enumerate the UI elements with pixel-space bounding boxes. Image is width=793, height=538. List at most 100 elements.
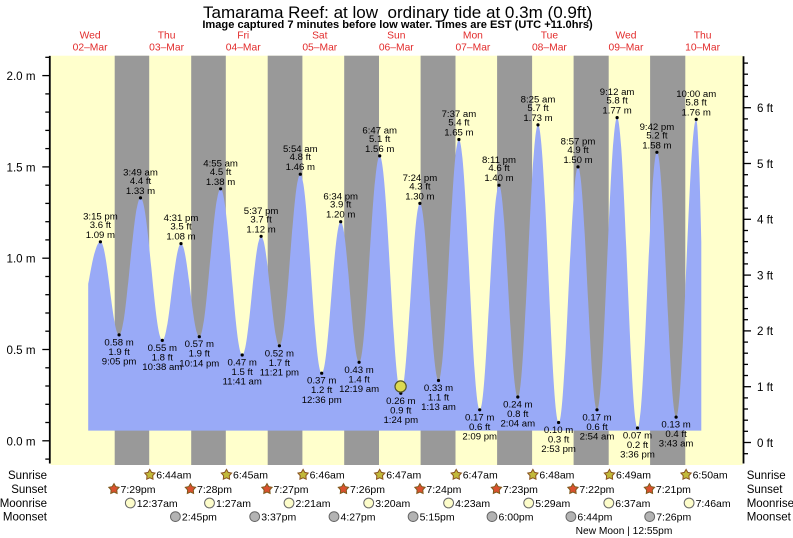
svg-text:3:15 pm: 3:15 pm [83, 211, 118, 222]
svg-text:6:50am: 6:50am [693, 470, 728, 482]
svg-text:7:24pm: 7:24pm [426, 484, 461, 496]
svg-text:0.17 m: 0.17 m [465, 412, 494, 423]
svg-text:1.30 m: 1.30 m [405, 191, 434, 202]
svg-text:2:09 pm: 2:09 pm [462, 431, 497, 442]
svg-text:7:21pm: 7:21pm [656, 484, 691, 496]
svg-text:1.0 m: 1.0 m [7, 253, 36, 266]
svg-text:12:19 am: 12:19 am [339, 384, 379, 395]
svg-text:0.24 m: 0.24 m [503, 400, 532, 411]
svg-text:1.5 m: 1.5 m [7, 161, 36, 174]
svg-text:4.6 ft: 4.6 ft [488, 163, 510, 174]
svg-text:3:43 am: 3:43 am [659, 439, 694, 450]
svg-text:1:27am: 1:27am [216, 498, 251, 510]
svg-text:1.38 m: 1.38 m [206, 177, 235, 188]
svg-text:2:54 am: 2:54 am [580, 431, 615, 442]
svg-text:4 ft: 4 ft [757, 214, 774, 227]
svg-text:1.46 m: 1.46 m [286, 162, 315, 173]
svg-text:0.13 m: 0.13 m [661, 420, 690, 431]
svg-text:6:47 am: 6:47 am [362, 126, 397, 137]
svg-text:Sun: Sun [387, 31, 406, 42]
svg-text:4.8 ft: 4.8 ft [290, 152, 312, 163]
svg-text:10:38 am: 10:38 am [142, 362, 182, 373]
svg-text:5.8 ft: 5.8 ft [686, 97, 708, 108]
svg-text:0.58 m: 0.58 m [104, 337, 133, 348]
svg-text:0.33 m: 0.33 m [424, 383, 453, 394]
svg-text:Moonset: Moonset [747, 512, 792, 524]
svg-text:10:14 pm: 10:14 pm [179, 358, 219, 369]
svg-text:0.2 ft: 0.2 ft [627, 440, 649, 451]
svg-text:0.17 m: 0.17 m [582, 412, 611, 423]
svg-text:09–Mar: 09–Mar [609, 42, 644, 53]
svg-text:1.58 m: 1.58 m [642, 140, 671, 151]
svg-text:10:00 am: 10:00 am [676, 89, 716, 100]
svg-text:Moonset: Moonset [3, 512, 48, 524]
svg-text:1.12 m: 1.12 m [246, 224, 275, 235]
svg-text:5:54 am: 5:54 am [283, 144, 318, 155]
svg-text:02–Mar: 02–Mar [73, 42, 108, 53]
svg-text:5 ft: 5 ft [757, 158, 774, 171]
svg-text:1.33 m: 1.33 m [126, 186, 155, 197]
svg-text:06–Mar: 06–Mar [379, 42, 414, 53]
svg-text:Moonrise: Moonrise [747, 498, 793, 510]
svg-text:6:49am: 6:49am [616, 470, 651, 482]
svg-text:1.77 m: 1.77 m [602, 106, 631, 117]
svg-text:0.55 m: 0.55 m [148, 343, 177, 354]
svg-text:0.07 m: 0.07 m [623, 431, 652, 442]
svg-text:5:29am: 5:29am [535, 498, 570, 510]
svg-text:Fri: Fri [237, 31, 249, 42]
svg-text:12:37am: 12:37am [137, 498, 178, 510]
svg-text:0.3 ft: 0.3 ft [548, 435, 570, 446]
svg-text:4:23am: 4:23am [455, 498, 490, 510]
svg-text:9:05 pm: 9:05 pm [102, 357, 137, 368]
svg-text:3.6 ft: 3.6 ft [90, 220, 112, 231]
svg-text:10–Mar: 10–Mar [685, 42, 720, 53]
svg-text:5.2 ft: 5.2 ft [646, 130, 668, 141]
svg-text:3.5 ft: 3.5 ft [170, 222, 192, 233]
svg-text:1.09 m: 1.09 m [86, 230, 115, 241]
svg-text:1.73 m: 1.73 m [523, 113, 552, 124]
svg-text:1.4 ft: 1.4 ft [348, 374, 370, 385]
svg-text:0.6 ft: 0.6 ft [586, 422, 608, 433]
svg-text:4.5 ft: 4.5 ft [210, 167, 232, 178]
svg-text:5.1 ft: 5.1 ft [369, 134, 391, 145]
svg-text:0.6 ft: 0.6 ft [469, 422, 491, 433]
svg-text:7:26pm: 7:26pm [656, 511, 691, 523]
svg-text:3.7 ft: 3.7 ft [250, 214, 272, 225]
svg-text:Mon: Mon [463, 31, 483, 42]
svg-text:1.20 m: 1.20 m [326, 210, 355, 221]
svg-text:5:37 pm: 5:37 pm [244, 206, 279, 217]
svg-text:0.4 ft: 0.4 ft [665, 429, 687, 440]
svg-text:05–Mar: 05–Mar [302, 42, 337, 53]
svg-text:1.7 ft: 1.7 ft [269, 358, 291, 369]
svg-text:1.2 ft: 1.2 ft [311, 385, 333, 396]
svg-text:1.08 m: 1.08 m [166, 232, 195, 243]
svg-text:4:55 am: 4:55 am [203, 158, 238, 169]
svg-text:0.9 ft: 0.9 ft [390, 405, 412, 416]
svg-text:0.47 m: 0.47 m [228, 358, 257, 369]
svg-text:2:45pm: 2:45pm [182, 511, 217, 523]
svg-text:0.5 m: 0.5 m [7, 344, 36, 357]
svg-text:1.65 m: 1.65 m [444, 128, 473, 139]
svg-text:4:31 pm: 4:31 pm [164, 213, 199, 224]
svg-text:0.52 m: 0.52 m [265, 348, 294, 359]
svg-text:1.5 ft: 1.5 ft [232, 367, 254, 378]
svg-text:Sunset: Sunset [11, 484, 48, 496]
svg-text:6:46am: 6:46am [310, 470, 345, 482]
svg-text:Tue: Tue [541, 31, 559, 42]
svg-text:Sunrise: Sunrise [747, 470, 786, 482]
svg-text:1.76 m: 1.76 m [682, 107, 711, 118]
svg-text:2 ft: 2 ft [757, 325, 774, 338]
svg-text:3:36 pm: 3:36 pm [620, 450, 655, 461]
svg-text:08–Mar: 08–Mar [532, 42, 567, 53]
svg-text:4.9 ft: 4.9 ft [567, 145, 589, 156]
svg-text:Thu: Thu [694, 31, 712, 42]
svg-text:0.57 m: 0.57 m [185, 339, 214, 350]
svg-text:7:24 pm: 7:24 pm [403, 173, 438, 184]
svg-text:Thu: Thu [158, 31, 176, 42]
svg-text:3:37pm: 3:37pm [261, 511, 296, 523]
svg-text:7:26pm: 7:26pm [350, 484, 385, 496]
svg-text:1 ft: 1 ft [757, 381, 774, 394]
svg-text:4.4 ft: 4.4 ft [130, 176, 152, 187]
svg-text:5.8 ft: 5.8 ft [606, 96, 628, 107]
svg-text:7:27pm: 7:27pm [274, 484, 309, 496]
